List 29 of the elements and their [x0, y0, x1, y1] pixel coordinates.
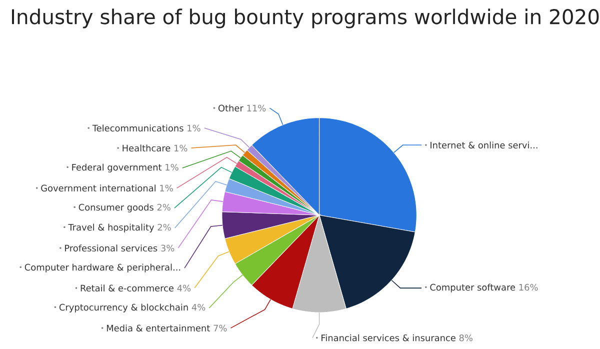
- slice-label: Consumer goods: [78, 203, 154, 212]
- data-label: 11%: [247, 104, 266, 112]
- data-label: 1%: [166, 164, 178, 170]
- slice-label: Telecommunications: [92, 124, 184, 132]
- chart-title: Industry share of bug bounty programs worldwide in 2020: [12, 8, 599, 28]
- slice-label: Professional services: [65, 244, 158, 252]
- slice-label: Other: [218, 104, 244, 112]
- slice-label: Healthcare: [122, 144, 170, 152]
- data-label: 2%: [157, 204, 170, 210]
- data-label: 4%: [192, 304, 206, 310]
- data-label: 1%: [188, 124, 200, 132]
- slice-label: Computer software: [430, 284, 516, 292]
- slice-label: Computer hardware & peripheral...: [24, 263, 180, 272]
- data-label: 1%: [160, 184, 173, 192]
- data-label: 7%: [214, 324, 227, 332]
- slice-label: Media & entertainment: [106, 324, 210, 332]
- data-label: 1%: [174, 144, 188, 152]
- slice-label: Travel & hospitality: [68, 223, 154, 232]
- slice-label: Cryptocurrency & blockchain: [59, 303, 188, 312]
- data-label: 4%: [177, 284, 191, 292]
- data-label: 16%: [519, 284, 538, 290]
- slice-label: Federal government: [72, 163, 162, 172]
- data-label: 2%: [158, 224, 171, 230]
- data-label: 3%: [161, 244, 174, 252]
- slice-label: Internet & online servi...: [430, 141, 538, 148]
- slice-label: Financial services & insurance: [322, 334, 456, 342]
- slice-label: Retail & e-commerce: [80, 284, 174, 292]
- slice-label: Government international: [41, 184, 156, 192]
- data-label: 8%: [459, 334, 472, 342]
